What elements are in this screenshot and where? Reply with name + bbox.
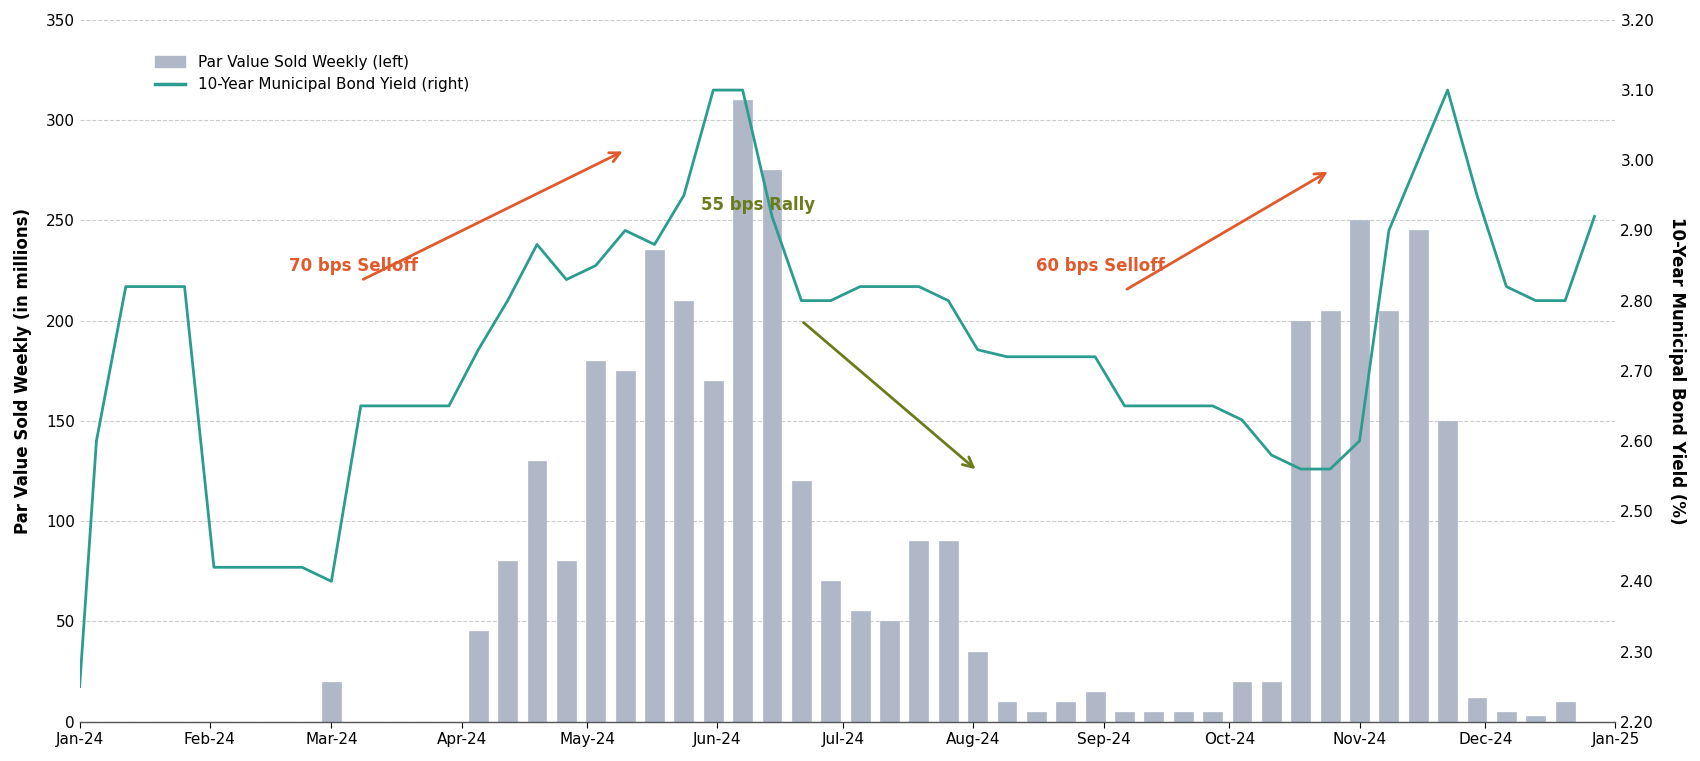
Bar xyxy=(586,361,605,721)
Y-axis label: 10-Year Municipal Bond Yield (%): 10-Year Municipal Bond Yield (%) xyxy=(1668,217,1686,524)
Bar xyxy=(1498,712,1516,721)
Bar xyxy=(527,461,546,721)
Bar xyxy=(1379,310,1399,721)
Bar xyxy=(969,651,988,721)
Y-axis label: Par Value Sold Weekly (in millions): Par Value Sold Weekly (in millions) xyxy=(14,208,32,533)
Bar xyxy=(1292,320,1311,721)
Text: 60 bps Selloff: 60 bps Selloff xyxy=(1037,256,1164,275)
Bar xyxy=(704,380,722,721)
Bar xyxy=(1438,421,1457,721)
Bar xyxy=(498,562,517,721)
Bar xyxy=(469,632,488,721)
Bar xyxy=(1261,682,1280,721)
Bar xyxy=(1467,698,1486,721)
Bar xyxy=(1232,682,1251,721)
Bar xyxy=(763,170,782,721)
Bar xyxy=(675,301,694,721)
Text: 70 bps Selloff: 70 bps Selloff xyxy=(289,256,418,275)
Bar xyxy=(910,541,928,721)
Bar xyxy=(1115,712,1134,721)
Legend: Par Value Sold Weekly (left), 10-Year Municipal Bond Yield (right): Par Value Sold Weekly (left), 10-Year Mu… xyxy=(148,49,474,98)
Bar xyxy=(938,541,957,721)
Bar xyxy=(881,622,899,721)
Bar xyxy=(1173,712,1193,721)
Bar xyxy=(1321,310,1340,721)
Bar xyxy=(558,562,576,721)
Text: 55 bps Rally: 55 bps Rally xyxy=(700,196,814,215)
Bar xyxy=(1204,712,1222,721)
Bar xyxy=(1086,692,1105,721)
Bar xyxy=(850,611,870,721)
Bar xyxy=(998,702,1017,721)
Bar xyxy=(1027,712,1046,721)
Bar xyxy=(1350,221,1368,721)
Bar xyxy=(644,250,665,721)
Bar xyxy=(1409,231,1428,721)
Bar xyxy=(821,581,840,721)
Bar xyxy=(1144,712,1163,721)
Bar xyxy=(1556,702,1574,721)
Bar xyxy=(615,371,634,721)
Bar xyxy=(733,100,751,721)
Bar xyxy=(792,481,811,721)
Bar xyxy=(1056,702,1074,721)
Bar xyxy=(1527,715,1545,721)
Bar xyxy=(321,682,342,721)
